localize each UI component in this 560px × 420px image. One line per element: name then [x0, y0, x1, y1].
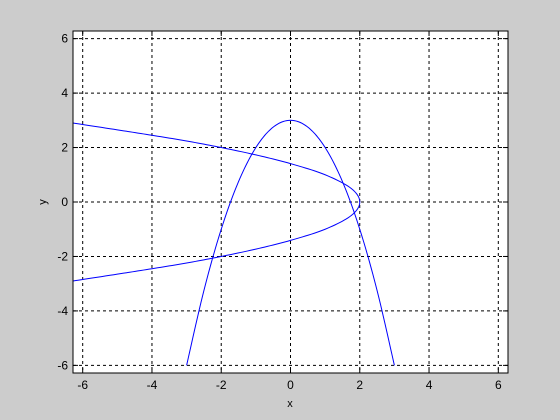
y-tick-label: -6	[57, 358, 68, 372]
x-tick-label: -2	[216, 378, 227, 392]
y-tick-label: -2	[57, 249, 68, 263]
series-layer	[73, 119, 395, 366]
y-tick-label: 6	[61, 32, 68, 46]
y-tick-label: 0	[61, 195, 68, 209]
grid	[73, 31, 508, 373]
y-tick-label: -4	[57, 304, 68, 318]
series-line-1	[186, 119, 395, 366]
series-line-2	[73, 122, 361, 282]
x-tick-label: -6	[77, 378, 88, 392]
ticks: -6 -4 -2 0 2 4 6 -6 -4 -2 0 2 4 6	[57, 31, 508, 392]
x-tick-label: -4	[147, 378, 158, 392]
x-axis-label: x	[287, 398, 293, 410]
y-tick-label: 4	[61, 86, 68, 100]
x-tick-label: 6	[495, 378, 502, 392]
x-tick-label: 0	[287, 378, 294, 392]
axes-frame	[72, 30, 509, 374]
x-tick-label: 4	[426, 378, 433, 392]
y-axis-label: y	[37, 199, 49, 205]
y-tick-label: 2	[61, 141, 68, 155]
x-tick-label: 2	[356, 378, 363, 392]
